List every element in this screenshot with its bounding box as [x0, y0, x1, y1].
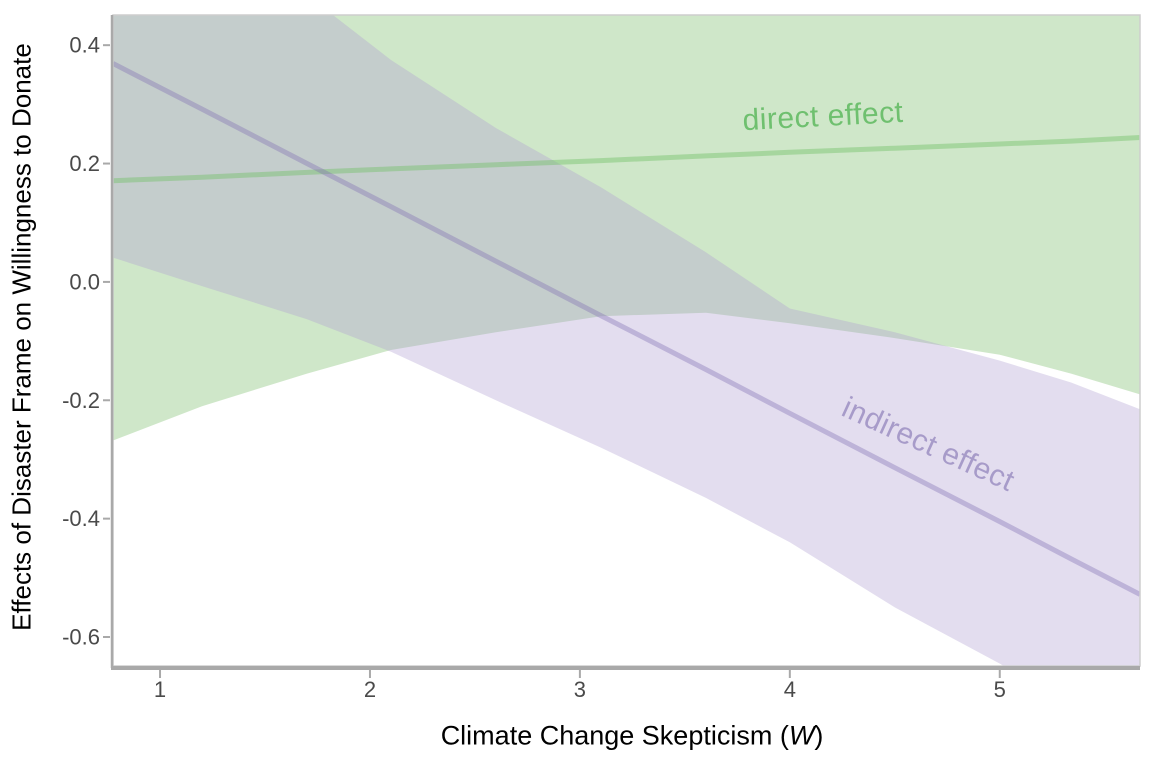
x-axis-title: Climate Change Skepticism (W) — [441, 721, 824, 752]
confidence-bands — [113, 15, 1140, 666]
direct-effect-line — [113, 135, 1140, 184]
x-axis-title-variable: W — [788, 720, 815, 751]
y-tick-label: 0.0 — [69, 269, 100, 294]
y-tick-label: -0.6 — [62, 625, 100, 650]
x-tick-label: 4 — [784, 677, 796, 702]
direct-effect-band — [113, 15, 1140, 441]
y-tick-label: -0.2 — [62, 388, 100, 413]
indirect-effect-band — [113, 15, 1140, 666]
y-tick-label: 0.2 — [69, 151, 100, 176]
y-tick-label: 0.4 — [69, 33, 100, 58]
indirect-effect-line — [113, 61, 1140, 597]
x-tick-label: 3 — [574, 677, 586, 702]
y-axis-title: Effects of Disaster Frame on Willingness… — [6, 43, 37, 631]
x-tick-label: 5 — [994, 677, 1006, 702]
x-tick-label: 2 — [364, 677, 376, 702]
effect-lines — [113, 61, 1140, 597]
x-tick-label: 1 — [154, 677, 166, 702]
x-axis-title-text: Climate Change Skepticism ( — [440, 720, 789, 751]
x-axis-title-suffix: ) — [814, 720, 824, 751]
axes: 1 2 3 4 5 0.4 0.2 0.0 -0.2 -0.4 -0.6 — [62, 14, 1141, 702]
y-tick-label: -0.4 — [62, 506, 100, 531]
